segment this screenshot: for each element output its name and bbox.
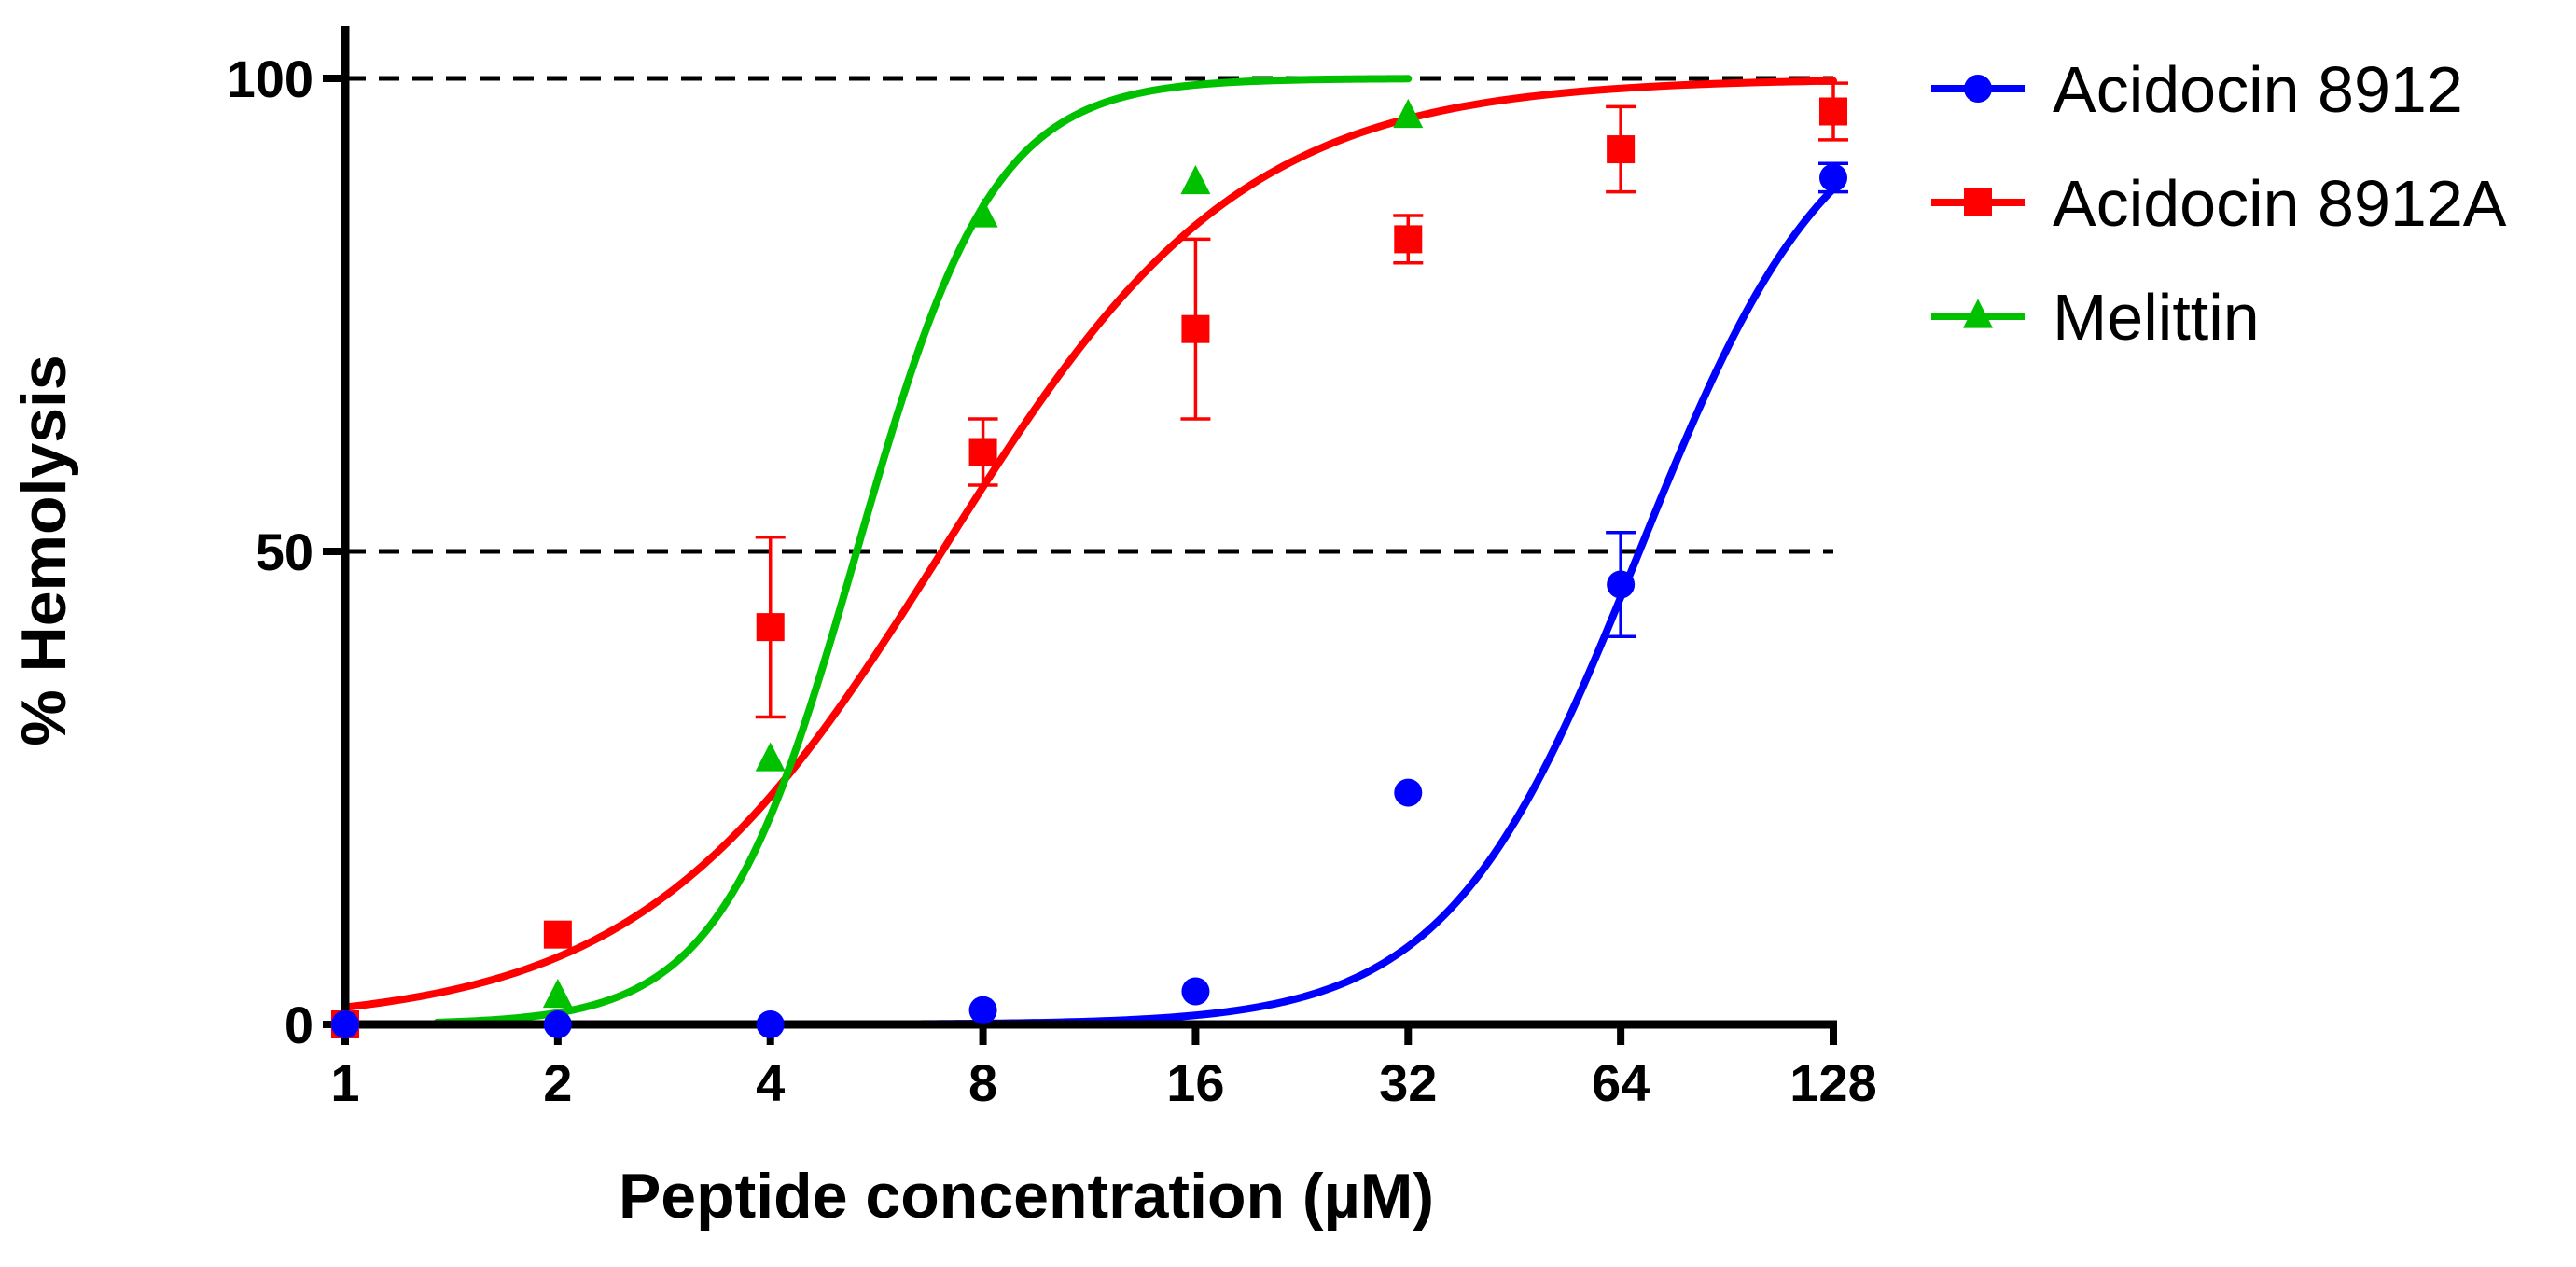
legend-label-1: Acidocin 8912A bbox=[2053, 167, 2507, 240]
reference-lines bbox=[345, 76, 1833, 554]
fit-curve-1 bbox=[341, 77, 1837, 1011]
point-0-4 bbox=[1181, 977, 1210, 1006]
point-0-0 bbox=[331, 1010, 359, 1038]
x-tick-label-8: 8 bbox=[968, 1053, 997, 1112]
fit-curve-0 bbox=[734, 185, 1837, 1028]
legend-marker-0 bbox=[1964, 75, 1992, 103]
point-1-7 bbox=[1819, 97, 1847, 126]
x-tick-label-4: 4 bbox=[756, 1053, 785, 1112]
legend-label-2: Melittin bbox=[2053, 281, 2260, 354]
point-2-2 bbox=[968, 198, 998, 228]
point-2-4 bbox=[1393, 98, 1424, 129]
x-tick-label-64: 64 bbox=[1592, 1053, 1650, 1112]
point-2-3 bbox=[1180, 164, 1211, 195]
x-axis-title: Peptide concentration (µM) bbox=[619, 1161, 1434, 1232]
x-tick-label-128: 128 bbox=[1789, 1053, 1876, 1112]
y-tick-label-100: 100 bbox=[227, 49, 313, 108]
legend-label-0: Acidocin 8912 bbox=[2053, 53, 2463, 126]
y-tick-label-50: 50 bbox=[256, 522, 313, 581]
point-2-1 bbox=[755, 742, 786, 772]
fit-curve-2 bbox=[433, 75, 1413, 1026]
y-tick-label-0: 0 bbox=[285, 996, 313, 1054]
legend-marker-2 bbox=[1963, 299, 1993, 328]
x-tick-label-32: 32 bbox=[1379, 1053, 1437, 1112]
y-axis-title: % Hemolysis bbox=[8, 355, 79, 746]
point-0-1 bbox=[543, 1010, 572, 1038]
legend-marker-1 bbox=[1964, 188, 1992, 216]
x-tick-label-1: 1 bbox=[330, 1053, 359, 1112]
point-0-2 bbox=[756, 1010, 785, 1038]
point-2-0 bbox=[542, 978, 573, 1009]
point-0-3 bbox=[968, 996, 997, 1024]
point-1-2 bbox=[756, 613, 785, 642]
point-0-7 bbox=[1819, 163, 1847, 192]
point-1-1 bbox=[543, 920, 572, 949]
point-0-5 bbox=[1394, 778, 1423, 807]
point-1-6 bbox=[1607, 135, 1636, 164]
point-0-6 bbox=[1607, 570, 1636, 599]
point-1-5 bbox=[1394, 225, 1423, 254]
point-1-3 bbox=[968, 438, 997, 466]
x-tick-label-16: 16 bbox=[1166, 1053, 1224, 1112]
data-markers bbox=[331, 81, 1848, 1038]
x-tick-label-2: 2 bbox=[543, 1053, 572, 1112]
point-1-4 bbox=[1181, 314, 1210, 343]
legend: Acidocin 8912 Acidocin 8912A Melittin bbox=[1931, 53, 2507, 354]
